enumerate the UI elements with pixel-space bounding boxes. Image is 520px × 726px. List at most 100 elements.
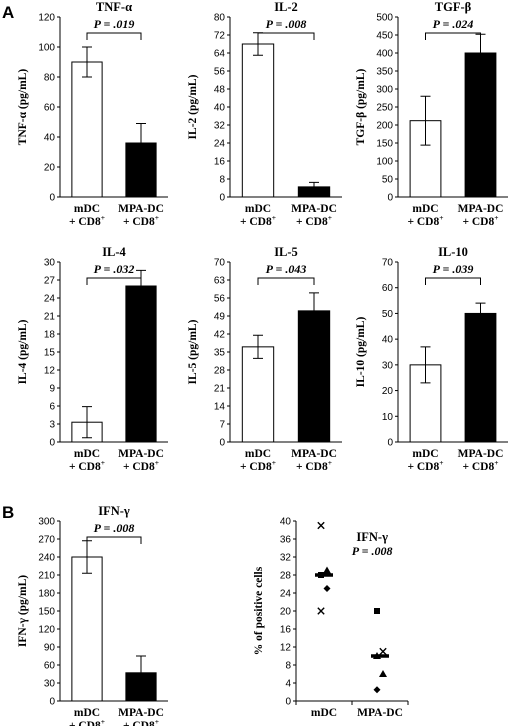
y-tick-label: 21 <box>214 384 226 395</box>
chart-title: IL-2 <box>274 0 298 14</box>
category-label: mDC <box>412 203 438 215</box>
data-point-square <box>318 572 324 578</box>
y-axis-label: % of positive cells <box>253 566 265 655</box>
chart-8: 0 4 8 12 16 20 24 28 32 36 40 % of positive cells IF… <box>253 517 409 719</box>
y-tick-label: 42 <box>214 330 226 341</box>
significance-bracket <box>257 32 315 40</box>
y-tick-label: 400 <box>376 49 393 60</box>
y-tick-label: 6 <box>49 402 55 413</box>
chart-1: 0 20 40 60 80 100 120 TNF-α (pg/mL) TNF-α P = .01… <box>17 0 168 228</box>
y-tick-label: 49 <box>214 312 226 323</box>
y-tick-label: 32 <box>214 121 226 132</box>
category-sublabel: + CD8+ <box>407 458 443 473</box>
y-tick-label: 200 <box>376 121 393 132</box>
y-tick-label: 300 <box>38 517 55 528</box>
category-sublabel: + CD8+ <box>407 213 443 228</box>
error-bar <box>253 32 263 56</box>
category-sublabel: + CD8+ <box>462 458 498 473</box>
category-label: mDC <box>245 203 271 215</box>
chart-title: TGF-β <box>435 0 472 14</box>
chart-4: 0 3 6 9 12 15 18 21 24 27 30 IL-4 (pg/mL) IL-4 P = .0… <box>17 245 168 473</box>
y-tick-label: 64 <box>214 49 226 60</box>
error-bar <box>309 181 319 192</box>
p-value: P = .008 <box>352 544 393 558</box>
category-label: mDC <box>311 707 337 719</box>
bar-mpa-dc <box>125 285 157 443</box>
error-bar <box>420 95 431 146</box>
category-label: MPA-DC <box>458 448 504 460</box>
error-bar <box>82 540 92 574</box>
y-axis-label: IL-2 (pg/mL) <box>187 74 199 139</box>
category-sublabel: + CD8+ <box>69 458 105 473</box>
chart-2: 0 8 16 24 32 40 48 56 64 72 80 IL-2 (pg/mL) IL-2 P = … <box>187 0 342 228</box>
y-tick-label: 12 <box>280 643 292 654</box>
y-tick-label: 120 <box>38 625 55 636</box>
y-tick-label: 120 <box>38 13 55 24</box>
y-tick-label: 80 <box>214 13 226 24</box>
error-bar <box>136 655 146 691</box>
error-bar <box>136 269 146 303</box>
chart-title: IL-4 <box>102 245 126 259</box>
y-tick-label: 20 <box>280 607 292 618</box>
bar-mdc <box>71 556 103 702</box>
error-bar <box>253 334 263 359</box>
p-value: P = .032 <box>94 262 135 276</box>
y-tick-label: 60 <box>44 103 56 114</box>
y-tick-label: 60 <box>44 661 56 672</box>
category-label: MPA-DC <box>357 707 403 719</box>
y-tick-label: 24 <box>280 589 292 600</box>
y-tick-label: 40 <box>280 517 292 528</box>
category-label: MPA-DC <box>291 448 337 460</box>
significance-bracket <box>86 32 142 40</box>
y-axis-label: TGF-β (pg/mL) <box>355 69 367 146</box>
category-label: MPA-DC <box>118 448 164 460</box>
y-axis-label: IL-10 (pg/mL) <box>355 317 367 388</box>
p-value: P = .019 <box>94 17 135 31</box>
y-tick-label: 0 <box>49 697 55 708</box>
error-bar <box>136 123 146 163</box>
data-point-square <box>374 608 380 614</box>
error-bar <box>475 33 486 73</box>
p-value: P = .008 <box>94 521 135 535</box>
chart-title: IFN-γ <box>356 530 388 544</box>
y-tick-label: 56 <box>214 294 226 305</box>
y-tick-label: 28 <box>214 366 226 377</box>
y-tick-label: 21 <box>44 312 56 323</box>
y-tick-label: 40 <box>44 133 56 144</box>
significance-bracket <box>257 277 315 285</box>
category-sublabel: + CD8+ <box>123 458 159 473</box>
data-point-triangle <box>323 566 331 574</box>
y-tick-label: 16 <box>280 625 292 636</box>
y-tick-label: 300 <box>376 85 393 96</box>
y-tick-label: 60 <box>382 283 394 294</box>
chart-title: IL-10 <box>438 245 468 259</box>
y-tick-label: 90 <box>44 643 56 654</box>
category-label: MPA-DC <box>458 203 504 215</box>
y-tick-label: 40 <box>382 335 394 346</box>
y-tick-label: 0 <box>387 193 393 204</box>
data-point-diamond <box>373 686 381 694</box>
y-tick-label: 20 <box>382 386 394 397</box>
data-point-triangle <box>379 670 387 677</box>
significance-bracket <box>425 277 481 285</box>
y-tick-label: 180 <box>38 589 55 600</box>
y-tick-label: 70 <box>382 258 394 269</box>
p-value: P = .024 <box>433 17 474 31</box>
data-point-x <box>317 607 325 615</box>
category-sublabel: + CD8+ <box>123 213 159 228</box>
category-sublabel: + CD8+ <box>462 213 498 228</box>
y-tick-label: 8 <box>285 661 291 672</box>
p-value: P = .043 <box>266 262 307 276</box>
y-tick-label: 72 <box>214 31 226 42</box>
p-value: P = .039 <box>433 262 474 276</box>
category-label: MPA-DC <box>118 707 164 719</box>
y-tick-label: 150 <box>376 139 393 150</box>
chart-title: IL-5 <box>274 245 298 259</box>
y-tick-label: 40 <box>214 103 226 114</box>
y-tick-label: 270 <box>38 535 55 546</box>
category-label: mDC <box>245 448 271 460</box>
bar-mdc <box>241 346 275 443</box>
error-bar <box>475 302 486 325</box>
y-tick-label: 12 <box>44 366 56 377</box>
y-tick-label: 0 <box>49 438 55 449</box>
